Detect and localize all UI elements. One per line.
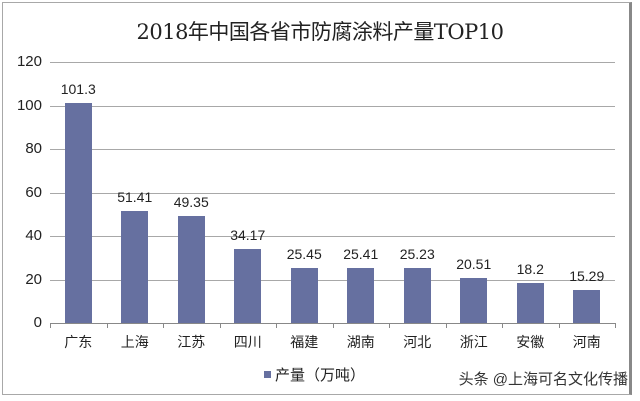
watermark: 头条 @上海可名文化传播 <box>458 371 628 388</box>
y-tick-label: 120 <box>16 53 42 70</box>
bar-value-label: 25.41 <box>343 245 379 262</box>
y-tick-label: 0 <box>33 314 42 331</box>
bar-value-label: 25.23 <box>399 246 435 263</box>
gridline <box>50 105 615 107</box>
x-tick-mark <box>50 323 51 328</box>
x-tick-mark <box>615 323 616 328</box>
bar <box>121 211 149 323</box>
bar <box>64 102 92 323</box>
x-category-label: 河南 <box>572 334 601 350</box>
bar-value-label: 51.41 <box>117 189 153 206</box>
bar <box>177 215 205 323</box>
bar <box>516 283 544 323</box>
bar <box>290 267 318 323</box>
gridline <box>50 279 615 281</box>
gridline <box>50 62 615 63</box>
bar <box>573 289 601 323</box>
chart-frame <box>2 2 632 395</box>
x-category-label: 广东 <box>64 334 93 350</box>
x-category-label: 江苏 <box>177 334 206 350</box>
bar <box>347 267 375 323</box>
x-tick-mark <box>389 323 390 328</box>
y-tick-label: 100 <box>16 96 42 114</box>
legend-swatch-icon <box>264 371 271 378</box>
x-tick-mark <box>163 323 164 328</box>
x-category-label: 河北 <box>403 334 432 350</box>
x-category-label: 安徽 <box>516 334 545 350</box>
legend: 产量（万吨） <box>264 364 365 385</box>
chart-title: 2018年中国各省市防腐涂料产量TOP10 <box>136 20 504 44</box>
bar-value-label: 18.2 <box>516 261 544 278</box>
bar <box>460 278 488 323</box>
gridline <box>50 236 615 237</box>
y-tick-label: 60 <box>25 183 42 201</box>
x-tick-mark <box>558 323 560 328</box>
gridline <box>50 149 615 150</box>
bar-value-label: 15.29 <box>569 267 605 284</box>
x-category-label: 上海 <box>120 334 149 350</box>
x-category-label: 湖南 <box>346 334 375 350</box>
bar-value-label: 101.3 <box>60 80 96 97</box>
x-tick-mark <box>219 323 221 328</box>
x-tick-mark <box>276 323 277 328</box>
bar-value-label: 20.51 <box>456 256 492 273</box>
x-tick-mark <box>445 323 447 328</box>
y-tick-label: 80 <box>25 140 42 157</box>
bar-value-label: 25.45 <box>286 245 322 262</box>
bar-value-label: 49.35 <box>173 193 209 210</box>
bar <box>234 248 262 323</box>
y-tick-label: 20 <box>25 270 42 288</box>
legend-label: 产量（万吨） <box>275 367 366 384</box>
bar-value-label: 34.17 <box>230 226 266 243</box>
y-tick-label: 40 <box>25 227 42 244</box>
x-tick-mark <box>332 323 334 328</box>
x-tick-mark <box>502 323 503 328</box>
x-tick-mark <box>106 323 108 328</box>
gridline <box>50 192 615 194</box>
bar <box>403 268 431 323</box>
x-category-label: 浙江 <box>459 334 488 350</box>
x-category-label: 四川 <box>233 334 262 350</box>
plot-area: 0 20 40 60 80 100 120 101.3 广东 51.41 上海 49.35 江苏 34.1… <box>17 53 616 350</box>
x-category-label: 福建 <box>290 334 319 350</box>
